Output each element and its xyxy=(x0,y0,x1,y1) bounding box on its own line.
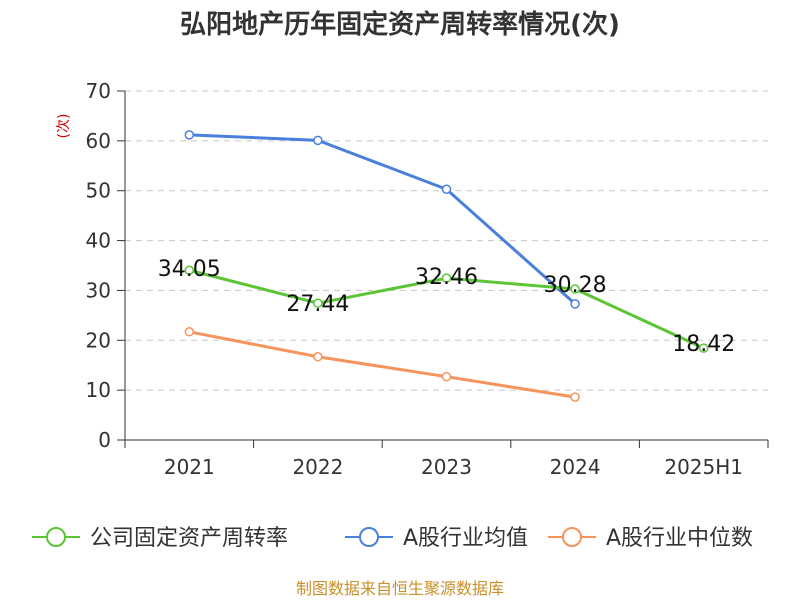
data-point[interactable] xyxy=(313,135,323,146)
legend-marker-icon xyxy=(359,527,379,547)
legend-marker-icon xyxy=(562,527,582,547)
source-note: 制图数据来自恒生聚源数据库 xyxy=(296,579,504,598)
data-label: 27.44 xyxy=(286,292,349,317)
y-tick-label: 30 xyxy=(86,278,111,302)
data-labels: 34.05 27.44 32.46 30.28 18.42 xyxy=(158,257,735,357)
data-point[interactable] xyxy=(570,284,580,294)
legend-label: 公司固定资产周转率 xyxy=(90,526,288,551)
y-tick-label: 0 xyxy=(98,428,111,452)
data-label: 30.28 xyxy=(544,273,607,298)
legend-label: A股行业中位数 xyxy=(606,526,753,551)
x-tick-label: 2023 xyxy=(421,455,472,479)
x-tick-label: 2021 xyxy=(164,455,215,479)
data-point[interactable] xyxy=(313,351,323,362)
series-line-2 xyxy=(189,330,576,399)
data-point[interactable] xyxy=(570,299,580,309)
x-tick-label: 2024 xyxy=(550,455,601,479)
y-tick-label: 10 xyxy=(86,378,111,402)
series-group xyxy=(184,130,709,402)
data-point[interactable] xyxy=(570,392,580,402)
data-label: 32.46 xyxy=(415,265,478,290)
axes: 0 10 20 30 40 50 60 70 2021 2022 2023 2024 2025H1 xyxy=(86,79,769,479)
chart-title: 弘阳地产历年固定资产周转率情况(次) xyxy=(180,9,620,40)
y-axis-label: (次) xyxy=(56,114,72,139)
legend-marker-icon xyxy=(46,527,66,547)
legend[interactable]: 公司固定资产周转率 A股行业均值 A股行业中位数 xyxy=(32,526,753,551)
y-tick-label: 20 xyxy=(86,328,111,352)
data-point[interactable] xyxy=(184,327,195,337)
data-point[interactable] xyxy=(184,265,195,275)
legend-item[interactable]: A股行业中位数 xyxy=(548,526,753,551)
data-point[interactable] xyxy=(698,343,709,353)
data-label: 34.05 xyxy=(158,257,221,282)
x-tick-label: 2025H1 xyxy=(664,455,743,479)
legend-label: A股行业均值 xyxy=(403,526,528,551)
data-point[interactable] xyxy=(441,273,452,283)
y-tick-label: 60 xyxy=(86,129,111,153)
data-label: 18.42 xyxy=(672,332,735,357)
data-point[interactable] xyxy=(184,130,195,140)
series-line-1 xyxy=(189,133,577,306)
y-tick-label: 70 xyxy=(86,79,111,103)
legend-item[interactable]: A股行业均值 xyxy=(345,526,528,551)
y-tick-label: 50 xyxy=(86,179,111,203)
x-tick-label: 2022 xyxy=(292,455,343,479)
legend-item[interactable]: 公司固定资产周转率 xyxy=(32,526,288,551)
data-point[interactable] xyxy=(441,371,452,382)
data-point[interactable] xyxy=(313,298,323,308)
data-point[interactable] xyxy=(441,184,452,194)
y-tick-label: 40 xyxy=(86,229,111,253)
